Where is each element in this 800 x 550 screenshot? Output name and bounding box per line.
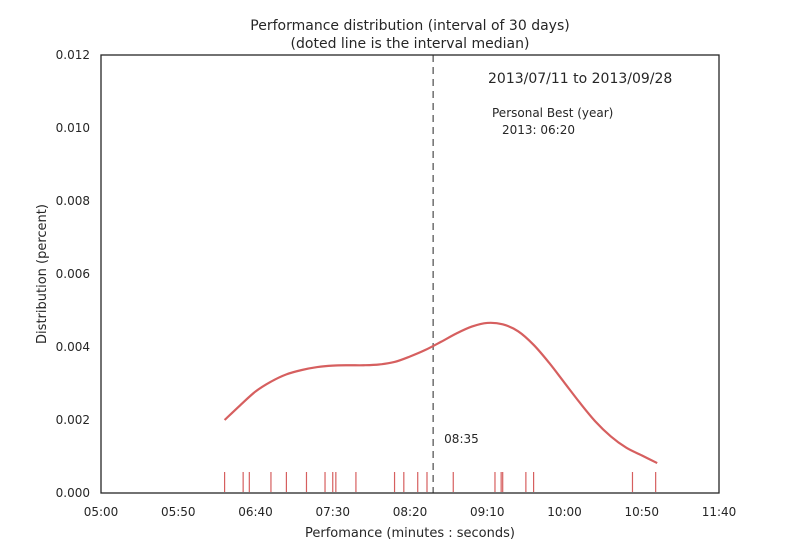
x-tick-label: 10:00 [547, 505, 582, 519]
y-tick-label: 0.004 [56, 340, 90, 354]
x-tick-label: 05:00 [84, 505, 119, 519]
y-tick-label: 0.006 [56, 267, 90, 281]
x-axis-label: Perfomance (minutes : seconds) [305, 526, 515, 541]
x-tick-label: 09:10 [470, 505, 505, 519]
x-tick-label: 08:20 [393, 505, 428, 519]
y-tick-label: 0.002 [56, 413, 90, 427]
x-tick-label: 11:40 [702, 505, 737, 519]
date-range-annotation: 2013/07/11 to 2013/09/28 [488, 71, 672, 87]
personal-best-entry: 2013: 06:20 [502, 123, 575, 137]
chart-title: Performance distribution (interval of 30… [250, 18, 569, 34]
x-tick-label: 07:30 [315, 505, 350, 519]
personal-best-heading: Personal Best (year) [492, 106, 613, 120]
y-tick-label: 0.008 [56, 194, 90, 208]
density-curve [223, 321, 658, 465]
y-axis-label: Distribution (percent) [35, 204, 50, 344]
x-tick-label: 06:40 [238, 505, 273, 519]
y-tick-label: 0.012 [56, 48, 90, 62]
plot-frame [100, 54, 720, 494]
median-label: 08:35 [444, 432, 479, 446]
chart-subtitle: (doted line is the interval median) [291, 36, 530, 52]
y-tick-label: 0.010 [56, 121, 90, 135]
plot-area: 08:35 05:00 05:50 06:40 07:30 08:20 09:10 10:00… [56, 48, 737, 519]
y-tick-label: 0.000 [56, 486, 90, 500]
x-tick-label: 05:50 [161, 505, 196, 519]
x-tick-label: 10:50 [624, 505, 659, 519]
